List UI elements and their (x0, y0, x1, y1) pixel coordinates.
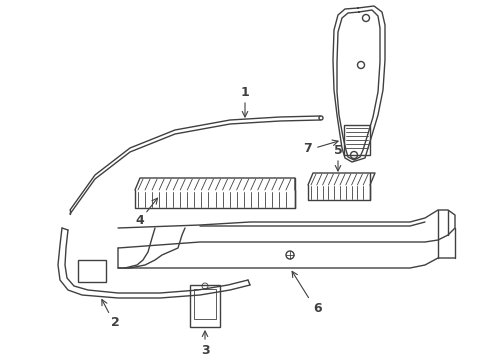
Text: 4: 4 (136, 213, 145, 226)
Bar (78, 260, 106, 282)
Text: 7: 7 (303, 141, 311, 154)
Text: 1: 1 (241, 85, 249, 99)
Bar (194, 289, 216, 319)
Text: 3: 3 (201, 343, 209, 356)
Bar (190, 285, 220, 327)
Bar (344, 125, 370, 155)
Text: 5: 5 (334, 144, 343, 157)
Text: 6: 6 (314, 302, 322, 315)
Text: 2: 2 (111, 315, 120, 328)
